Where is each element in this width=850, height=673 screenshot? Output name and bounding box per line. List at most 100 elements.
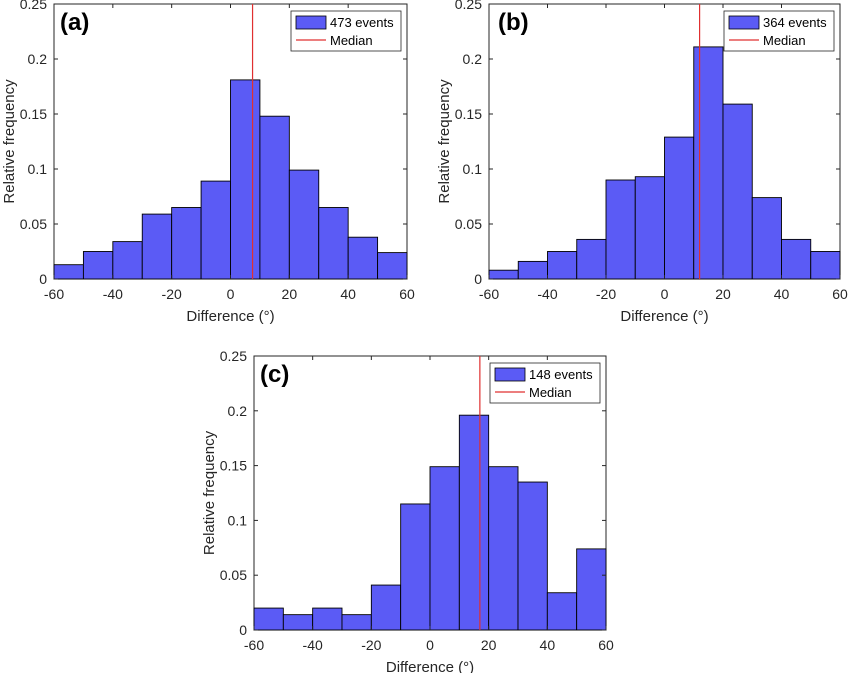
legend-label: 364 events (763, 15, 827, 30)
histogram-bar (605, 179, 636, 280)
y-axis-label: Relative frequency (436, 79, 453, 204)
x-tick-label: -60 (44, 286, 64, 302)
y-tick-label: 0.25 (455, 0, 482, 12)
histogram-bar (751, 197, 782, 280)
x-tick-label: -40 (303, 637, 323, 653)
y-tick-label: 0.2 (28, 51, 48, 67)
histogram-bar (253, 607, 284, 631)
histogram-panel-a: -60 -40 -20 0 20 40 60 0 0.05 0.1 0.15 0.2 0.25 Diffe… (1, 0, 415, 325)
panel-label: (c) (260, 361, 289, 388)
histogram-panel-b: -60 -40 -20 0 20 40 60 0 0.05 0.1 0.15 0.2 0.25 Diffe… (436, 0, 848, 325)
legend-label: 473 events (330, 15, 394, 30)
panel-label: (a) (60, 9, 89, 36)
x-tick-label: 40 (340, 286, 356, 302)
x-tick-label: 20 (481, 637, 497, 653)
x-tick-label: 40 (774, 286, 790, 302)
y-tick-label: 0 (239, 622, 247, 638)
y-tick-label: 0.2 (228, 403, 248, 419)
x-tick-label: -60 (479, 286, 499, 302)
y-tick-label: 0.1 (463, 161, 483, 177)
histogram-bar (341, 614, 372, 631)
y-tick-label: 0.15 (20, 106, 47, 122)
histogram-bar (488, 269, 519, 280)
y-tick-label: 0.15 (220, 458, 247, 474)
histogram-bar (171, 207, 202, 280)
histogram-bar (259, 115, 290, 280)
x-tick-label: -60 (244, 637, 264, 653)
histogram-bar (576, 238, 607, 280)
histogram-bar (547, 251, 578, 280)
x-tick-label: 60 (399, 286, 415, 302)
legend-bar-swatch (295, 15, 327, 30)
histogram-bar (546, 592, 578, 631)
y-tick-label: 0.05 (220, 567, 247, 583)
y-tick-label: 0.25 (220, 348, 247, 364)
x-tick-label: 20 (282, 286, 298, 302)
y-tick-label: 0.2 (463, 51, 483, 67)
histogram-bar (810, 251, 841, 280)
histogram-bar (312, 607, 343, 631)
x-tick-label: 0 (661, 286, 669, 302)
x-tick-label: -20 (361, 637, 381, 653)
legend-bar-swatch (728, 15, 760, 30)
legend-label: Median (763, 33, 806, 48)
x-tick-label: -40 (103, 286, 123, 302)
histogram-bar (488, 466, 519, 631)
x-axis-label: Difference (°) (620, 308, 708, 325)
x-tick-label: -20 (162, 286, 182, 302)
y-tick-label: 0 (474, 271, 482, 287)
x-tick-label: -40 (537, 286, 557, 302)
y-axis-label: Relative frequency (1, 79, 18, 204)
histogram-panel-c: -60 -40 -20 0 20 40 60 0 0.05 0.1 0.15 0.2 0.25 Diffe… (201, 348, 614, 673)
y-tick-label: 0.15 (455, 106, 482, 122)
histogram-bar (400, 503, 431, 631)
histogram-bar (347, 236, 379, 280)
histogram-bar (517, 260, 548, 280)
y-tick-label: 0.05 (20, 216, 47, 232)
histogram-bar (288, 169, 320, 280)
histogram-bar (230, 79, 261, 280)
histogram-bar (458, 414, 490, 631)
x-tick-label: 60 (598, 637, 614, 653)
histogram-bar (722, 103, 753, 280)
histogram-bar (634, 176, 665, 280)
histogram-bar (370, 584, 402, 631)
y-tick-label: 0.25 (20, 0, 47, 12)
x-tick-label: 20 (715, 286, 731, 302)
histogram-bar (318, 207, 349, 280)
legend: 364 events Median (723, 10, 835, 52)
legend: 148 events Median (489, 362, 601, 404)
legend-label: 148 events (529, 367, 593, 382)
legend-bar-swatch (494, 367, 526, 382)
panel-label: (b) (498, 9, 529, 36)
histogram-bar (517, 481, 548, 631)
y-tick-label: 0.1 (228, 512, 248, 528)
x-tick-label: 0 (426, 637, 434, 653)
histogram-bar (664, 136, 695, 280)
histogram-bar (576, 548, 607, 631)
y-tick-label: 0.1 (28, 161, 48, 177)
histogram-bar (112, 241, 143, 280)
legend-label: Median (330, 33, 373, 48)
x-tick-label: 0 (227, 286, 235, 302)
legend-label: Median (529, 385, 572, 400)
x-tick-label: 60 (832, 286, 848, 302)
histogram-bar (141, 213, 173, 280)
histogram-bar (377, 252, 408, 280)
y-axis-label: Relative frequency (201, 430, 218, 555)
histogram-bar (429, 466, 460, 631)
y-tick-label: 0 (39, 271, 47, 287)
x-axis-label: Difference (°) (386, 659, 474, 673)
y-tick-label: 0.05 (455, 216, 482, 232)
x-tick-label: 40 (540, 637, 556, 653)
histogram-bar (781, 238, 812, 280)
histogram-bar (53, 264, 84, 280)
histogram-bar (200, 180, 231, 280)
histogram-bar (282, 614, 314, 631)
legend: 473 events Median (290, 10, 402, 52)
x-axis-label: Difference (°) (186, 308, 274, 325)
x-tick-label: -20 (596, 286, 616, 302)
histogram-bar (693, 46, 724, 280)
histogram-bar (82, 251, 114, 280)
